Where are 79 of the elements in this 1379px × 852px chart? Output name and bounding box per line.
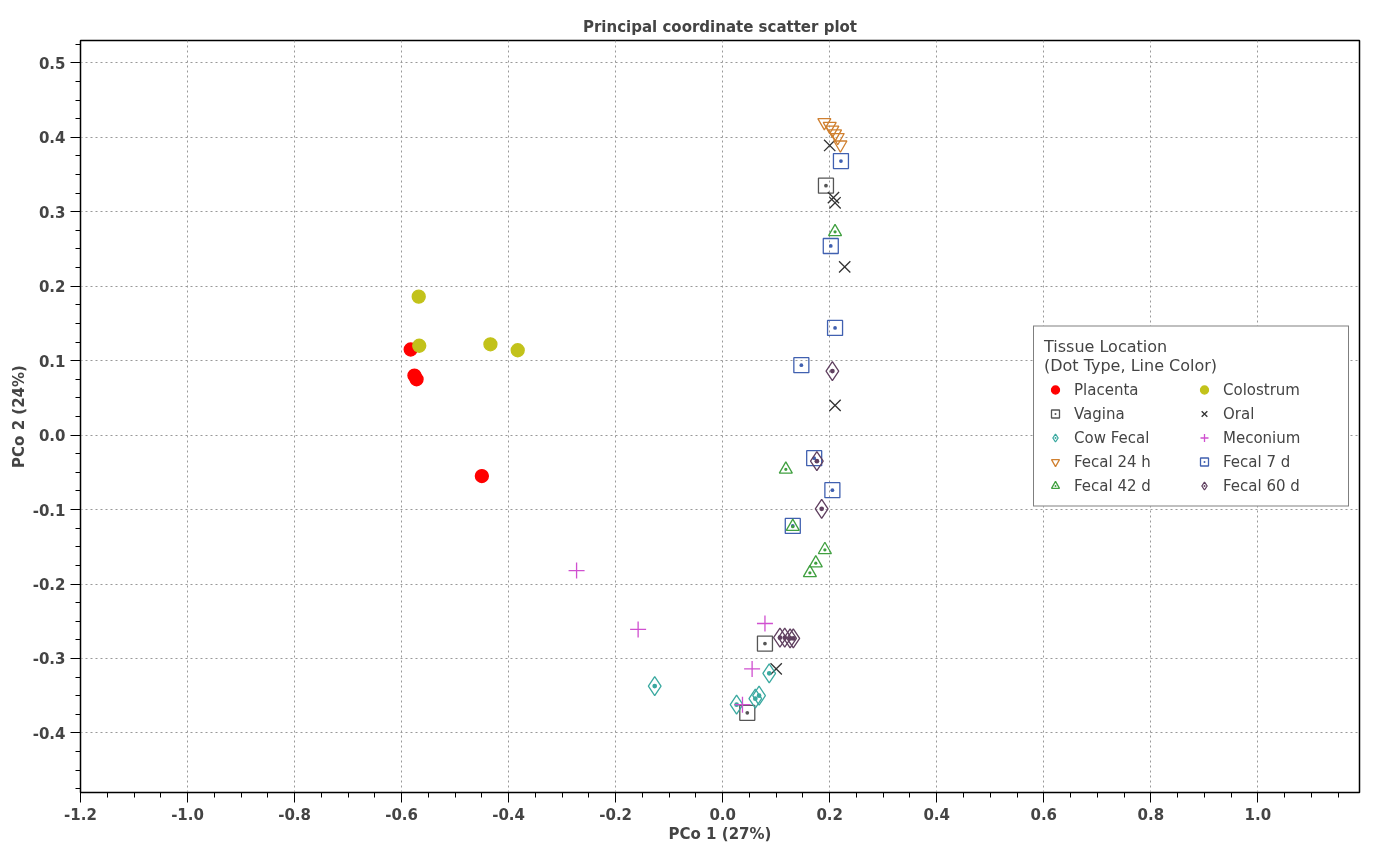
x-tick-label: 0.2 (816, 805, 843, 824)
point (817, 541, 833, 555)
legend-title: Tissue Location (Dot Type, Line Color) (1044, 336, 1219, 375)
x-tick-label: -0.6 (385, 805, 418, 824)
y-tick-label: -0.3 (32, 650, 66, 669)
y-tick-label: -0.4 (32, 724, 66, 743)
legend-label: Colostrum (1223, 380, 1301, 399)
legend-label: Fecal 42 d (1074, 476, 1152, 495)
point (825, 125, 840, 138)
x-tick-label: -1.0 (171, 805, 204, 824)
y-tick-label: -0.2 (32, 576, 66, 595)
y-tick-label: 0.3 (38, 203, 66, 222)
point (817, 177, 835, 194)
point (809, 451, 824, 472)
point (808, 555, 823, 568)
point (474, 468, 490, 484)
point (793, 356, 810, 374)
legend-label: Cow Fecal (1074, 428, 1151, 447)
point (733, 695, 752, 714)
x-tick-label: 0.8 (1137, 805, 1165, 824)
legend-label: Fecal 7 d (1223, 452, 1292, 471)
x-tick-label: -0.4 (492, 805, 526, 824)
y-tick-label: 0.5 (38, 54, 66, 73)
legend-label: Oral (1223, 404, 1256, 423)
y-tick-label: 0.0 (38, 427, 66, 446)
point (756, 635, 774, 652)
point (802, 564, 818, 578)
point (743, 660, 761, 678)
point (756, 614, 774, 633)
legend-label: Placenta (1074, 380, 1140, 399)
x-tick-label: 0.4 (923, 805, 951, 824)
point (822, 237, 839, 255)
x-axis-title: PCo 1 (27%) (668, 824, 772, 843)
legend-label: Fecal 24 h (1074, 452, 1152, 471)
point (832, 152, 850, 170)
y-axis-title: PCo 2 (24%) (9, 365, 28, 468)
point (411, 289, 426, 304)
legend-label: Meconium (1223, 428, 1302, 447)
x-tick-label: -1.2 (64, 805, 97, 824)
point (806, 450, 823, 467)
point (748, 688, 763, 709)
point (510, 343, 525, 358)
point (752, 685, 767, 706)
point (814, 498, 829, 519)
point (817, 118, 832, 131)
point (483, 337, 498, 352)
point (762, 663, 777, 684)
y-tick-label: 0.1 (38, 352, 66, 371)
y-tick-label: -0.1 (32, 501, 66, 520)
x-tick-label: 1.0 (1244, 805, 1272, 824)
point (822, 121, 837, 135)
point (739, 704, 756, 721)
y-tick-label: 0.2 (38, 278, 66, 297)
point (567, 561, 586, 580)
point (833, 140, 848, 153)
point (828, 196, 842, 210)
point (629, 620, 647, 639)
y-tick-label: 0.4 (38, 129, 66, 148)
point (827, 191, 840, 204)
point (823, 139, 837, 152)
point (827, 129, 843, 142)
point (409, 372, 424, 387)
x-tick-label: -0.2 (599, 805, 633, 824)
legend-label: Fecal 60 d (1223, 476, 1301, 495)
point (824, 482, 841, 499)
x-tick-label: 0.6 (1030, 805, 1058, 824)
point (412, 338, 427, 353)
point (729, 694, 744, 715)
legend-label: Vagina (1074, 404, 1126, 423)
x-tick-label: -0.8 (278, 805, 311, 824)
point (778, 461, 793, 474)
point (838, 260, 851, 274)
x-tick-label: 0.0 (709, 805, 736, 824)
point (777, 627, 792, 648)
chart-title: Principal coordinate scatter plot (582, 17, 858, 36)
point (830, 132, 845, 146)
point (828, 399, 842, 412)
point (772, 627, 787, 648)
point (826, 319, 844, 337)
